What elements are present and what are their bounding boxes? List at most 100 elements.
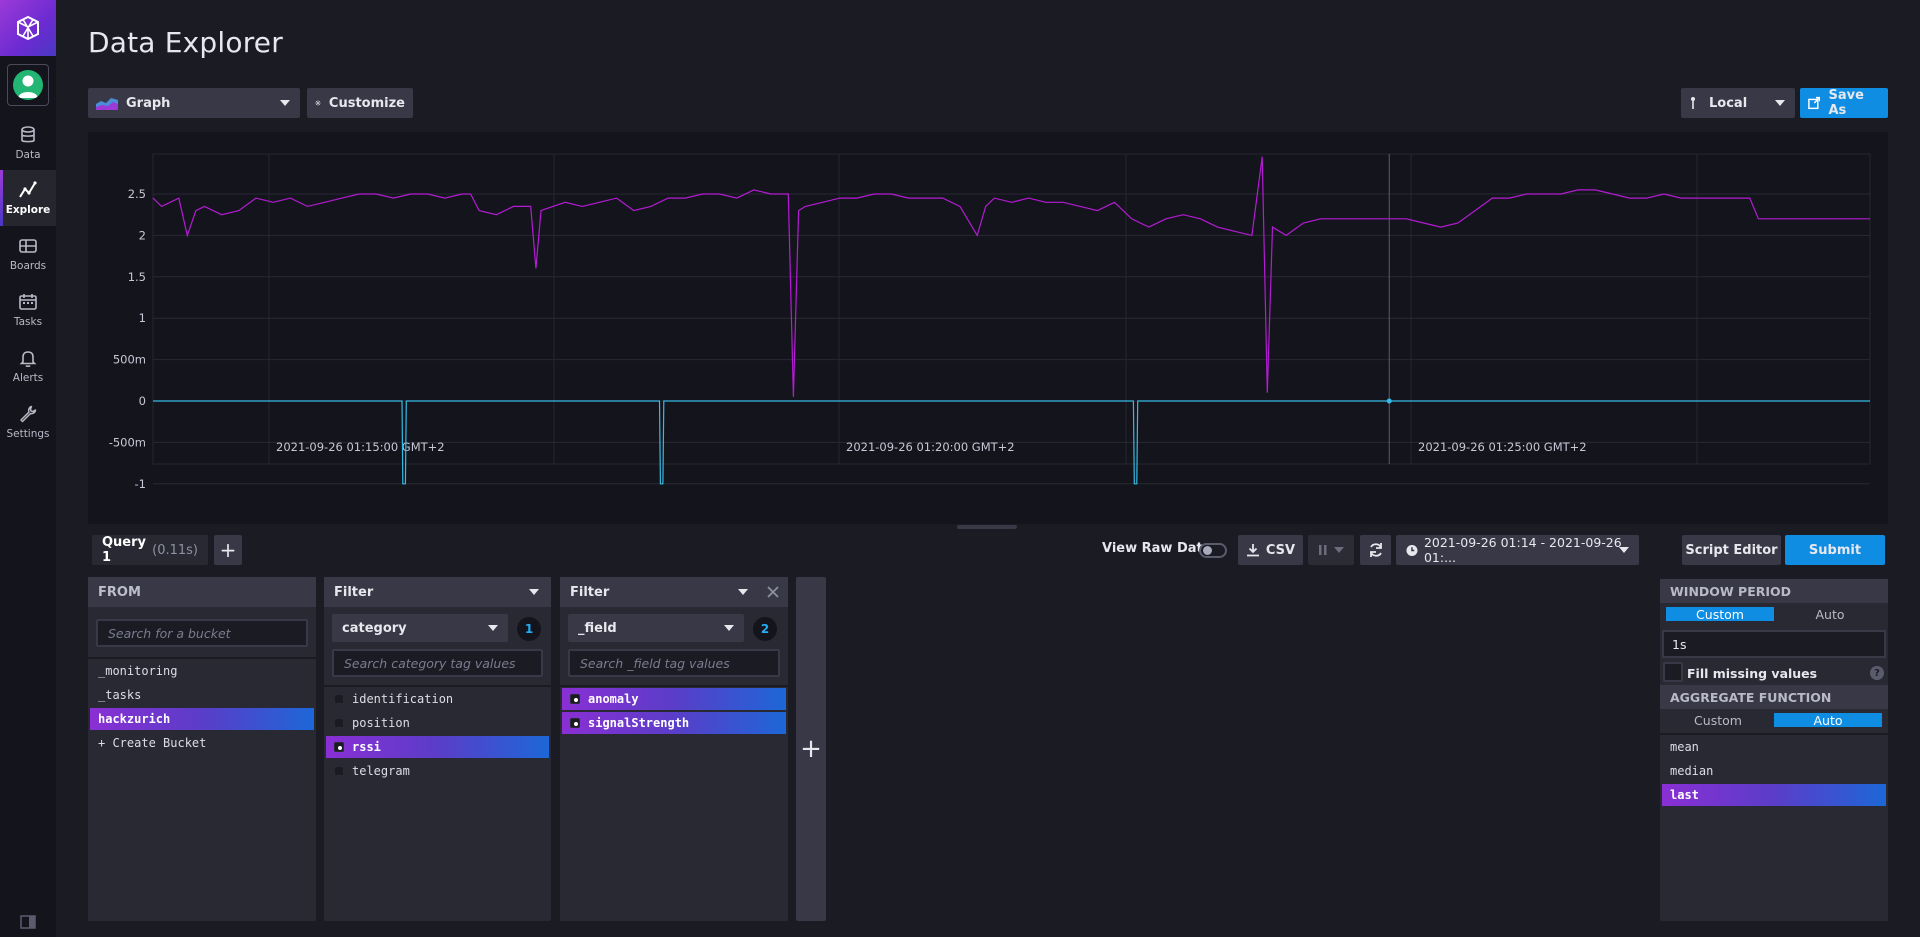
tag-key-dropdown[interactable]: category (332, 614, 508, 642)
tag-value-item-selected[interactable]: signalStrength (562, 712, 786, 734)
autorefresh-dropdown[interactable] (1308, 535, 1354, 565)
visualization-type-dropdown[interactable]: Graph (88, 88, 300, 118)
tag-value-item-selected[interactable]: rssi (326, 736, 549, 758)
timezone-dropdown[interactable]: Local (1681, 88, 1795, 118)
divider (88, 657, 316, 659)
checkbox[interactable] (334, 694, 344, 704)
checkbox[interactable] (570, 718, 580, 728)
tag-value-search-input[interactable]: Search category tag values (332, 649, 543, 677)
pause-icon (1319, 545, 1327, 555)
fill-missing-checkbox[interactable] (1663, 662, 1683, 682)
function-item-selected[interactable]: last (1662, 784, 1886, 806)
tag-value-label: identification (352, 692, 454, 706)
tag-value-item[interactable]: position (326, 712, 549, 734)
query-tab[interactable]: Query 1 (0.11s) (92, 535, 208, 565)
window-period-input[interactable]: 1s (1662, 630, 1886, 658)
divider (560, 685, 788, 687)
tag-value-item-selected[interactable]: anomaly (562, 688, 786, 710)
plot-area (152, 153, 1871, 465)
chevron-down-icon (488, 625, 498, 631)
filter-card-title[interactable]: Filter (560, 577, 788, 607)
graph-resize-handle[interactable] (957, 525, 1017, 529)
function-item[interactable]: mean (1670, 740, 1699, 754)
sidebar-item-label: Data (15, 149, 41, 161)
aggregate-panel: WINDOW PERIOD Custom Auto 1s Fill missin… (1660, 579, 1888, 921)
sidebar-item-tasks[interactable]: Tasks (0, 282, 56, 338)
wrench-icon (20, 405, 37, 423)
filter-card-field: Filter _field 2 Search _field tag values… (560, 577, 788, 921)
selected-count-badge: 1 (517, 617, 541, 641)
hover-cursor-dot (1386, 398, 1392, 404)
filter-card-title[interactable]: Filter (324, 577, 551, 607)
function-auto-option[interactable]: Auto (1774, 713, 1882, 728)
bucket-search-input[interactable]: Search for a bucket (96, 619, 308, 647)
visualization-label: Graph (126, 95, 171, 111)
script-editor-button[interactable]: Script Editor (1682, 535, 1781, 565)
sidebar: Data Explore Boards Tasks Alerts Setting… (0, 0, 56, 937)
graph-type-icon (96, 98, 118, 110)
query-tab-name: Query 1 (102, 535, 147, 565)
chevron-down-icon (1775, 100, 1785, 106)
window-auto-option[interactable]: Auto (1815, 606, 1845, 622)
window-period-toggle: Custom Auto (1664, 605, 1884, 623)
divider (324, 685, 551, 687)
create-bucket-link[interactable]: + Create Bucket (98, 736, 207, 750)
tag-key-dropdown[interactable]: _field (568, 614, 744, 642)
y-tick-label: -1 (135, 477, 146, 491)
pin-icon (1691, 97, 1695, 109)
add-filter-button[interactable]: + (796, 577, 826, 921)
time-range-label: 2021-09-26 01:14 - 2021-09-26 01:... (1423, 535, 1622, 565)
tag-value-label: telegram (352, 764, 410, 778)
sidebar-item-settings[interactable]: Settings (0, 394, 56, 450)
csv-download-button[interactable]: CSV (1238, 535, 1303, 565)
add-query-button[interactable]: + (214, 535, 242, 565)
window-custom-option[interactable]: Custom (1666, 607, 1774, 622)
help-icon[interactable]: ? (1870, 666, 1884, 680)
tag-key-label: category (342, 620, 407, 636)
user-avatar-button[interactable] (7, 64, 49, 106)
close-icon[interactable] (767, 586, 779, 598)
checkbox[interactable] (334, 718, 344, 728)
graph-panel[interactable]: 2.5 2 1.5 1 500m 0 -500m -1 2021-09-26 01:15:00… (88, 132, 1888, 524)
sidebar-item-label: Boards (9, 260, 47, 272)
tag-value-search-input[interactable]: Search _field tag values (568, 649, 780, 677)
y-tick-label: -500m (109, 435, 146, 449)
refresh-icon (1369, 543, 1382, 557)
function-item[interactable]: median (1670, 764, 1714, 778)
sidebar-item-data[interactable]: Data (0, 115, 56, 171)
chevron-down-icon (280, 100, 290, 106)
refresh-button[interactable] (1360, 535, 1391, 565)
time-series-chart[interactable]: 2.5 2 1.5 1 500m 0 -500m -1 2021-09-26 01:15:00… (88, 132, 1888, 524)
x-tick-label: 2021-09-26 01:25:00 GMT+2 (1418, 440, 1587, 454)
checkbox[interactable] (570, 694, 580, 704)
from-card-title: FROM (88, 577, 316, 607)
customize-button[interactable]: Customize (307, 88, 413, 118)
save-as-button[interactable]: Save As (1800, 88, 1888, 118)
collapse-sidebar-icon[interactable] (20, 915, 36, 929)
submit-label: Submit (1808, 542, 1862, 558)
chevron-down-icon (1334, 547, 1344, 553)
export-icon (1808, 96, 1821, 110)
sidebar-item-boards[interactable]: Boards (0, 226, 56, 282)
time-range-dropdown[interactable]: 2021-09-26 01:14 - 2021-09-26 01:... (1396, 535, 1639, 565)
submit-button[interactable]: Submit (1785, 535, 1885, 565)
database-icon (21, 126, 35, 143)
aggregate-function-heading: AGGREGATE FUNCTION (1660, 685, 1888, 709)
avatar (13, 70, 43, 100)
tag-key-label: _field (578, 620, 617, 636)
sidebar-item-explore[interactable]: Explore (0, 170, 56, 226)
checkbox[interactable] (334, 742, 344, 752)
bell-icon (19, 351, 37, 368)
checkbox[interactable] (334, 766, 344, 776)
sidebar-item-label: Alerts (12, 372, 44, 384)
influxdb-logo[interactable] (0, 0, 56, 56)
tag-value-item[interactable]: identification (326, 688, 549, 710)
bucket-item[interactable]: _tasks (98, 688, 142, 702)
bucket-item-selected[interactable]: hackzurich (90, 708, 314, 730)
view-raw-data-toggle[interactable] (1199, 543, 1227, 558)
function-custom-option[interactable]: Custom (1694, 712, 1742, 728)
tag-value-item[interactable]: telegram (326, 760, 549, 782)
bucket-item[interactable]: _monitoring (98, 664, 178, 678)
sidebar-item-label: Settings (6, 428, 50, 440)
sidebar-item-alerts[interactable]: Alerts (0, 338, 56, 394)
